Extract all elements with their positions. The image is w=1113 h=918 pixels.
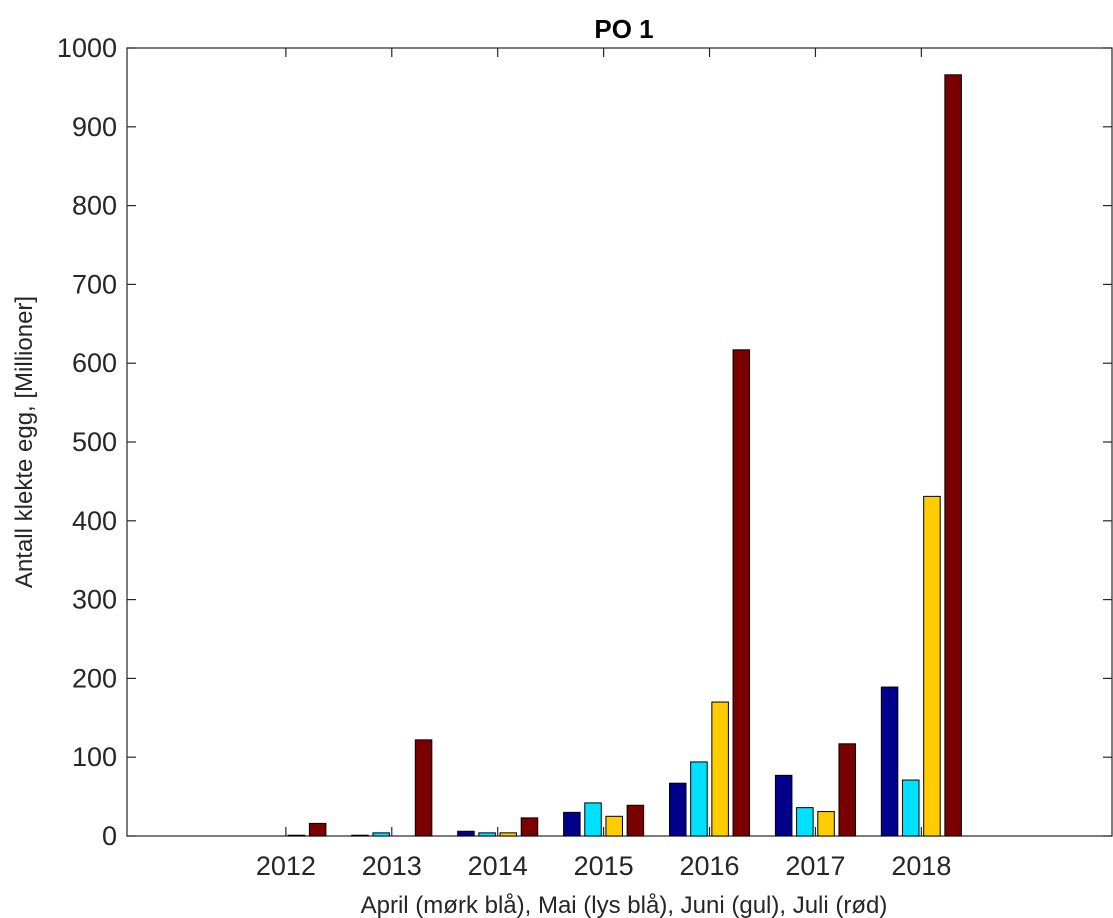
bar-2015-s3 <box>605 815 623 837</box>
axes-box <box>126 47 1113 837</box>
chart-title: PO 1 <box>594 14 653 44</box>
plot-area: 0 100 200 300 400 500 600 700 800 900 1000 2012 2013… <box>57 33 1113 881</box>
bar-2013-s1 <box>351 834 369 837</box>
x-tick-label: 2015 <box>574 851 634 881</box>
bar-2016-s3 <box>711 701 729 837</box>
x-tick-label: 2016 <box>679 851 739 881</box>
bar-2013-s2 <box>372 832 390 837</box>
bar-2015-s4 <box>626 804 645 837</box>
bar-2018-s1 <box>880 686 899 837</box>
bar-2017-s3 <box>817 811 835 837</box>
bar-2014-s1 <box>457 830 475 837</box>
bar-2013-s4 <box>414 739 433 837</box>
y-tick-label: 600 <box>72 348 117 378</box>
bar-2014-s4 <box>520 817 539 837</box>
y-tick-label: 700 <box>72 269 117 299</box>
y-tick-label: 800 <box>72 191 117 221</box>
y-tick-label: 200 <box>72 663 117 693</box>
bar-2016-s1 <box>668 782 687 837</box>
bar-2015-s1 <box>563 811 581 837</box>
bar-2014-s2 <box>478 832 496 837</box>
bar-2012-s4 <box>308 822 327 837</box>
bar-2016-s2 <box>690 761 708 837</box>
y-tick-label: 900 <box>72 112 117 142</box>
x-tick-label: 2017 <box>785 851 845 881</box>
bar-2017-s1 <box>774 774 793 837</box>
x-tick-label: 2014 <box>468 851 528 881</box>
bar-2014-s3 <box>499 832 518 837</box>
y-tick-label: 300 <box>72 585 117 615</box>
y-tick-label: 100 <box>72 742 117 772</box>
x-tick-label: 2012 <box>256 851 316 881</box>
y-tick-label: 400 <box>72 506 117 536</box>
bar-2012-s3 <box>287 834 306 837</box>
bar-2018-s3 <box>923 495 941 837</box>
bar-2016-s4 <box>732 349 751 837</box>
bar-2015-s2 <box>584 802 602 837</box>
y-tick-label: 500 <box>72 427 117 457</box>
x-tick-label: 2018 <box>891 851 951 881</box>
x-axis-label: April (mørk blå), Mai (lys blå), Juni (g… <box>361 892 888 918</box>
bar-2018-s2 <box>902 779 920 837</box>
bar-2017-s4 <box>838 743 856 837</box>
y-tick-label: 1000 <box>57 33 117 63</box>
bar-2017-s2 <box>796 807 814 837</box>
y-axis-label: Antall klekte egg, [Millioner] <box>11 296 38 588</box>
x-tick-label: 2013 <box>362 851 422 881</box>
bar-2018-s4 <box>944 74 962 837</box>
y-tick-label: 0 <box>102 821 117 851</box>
